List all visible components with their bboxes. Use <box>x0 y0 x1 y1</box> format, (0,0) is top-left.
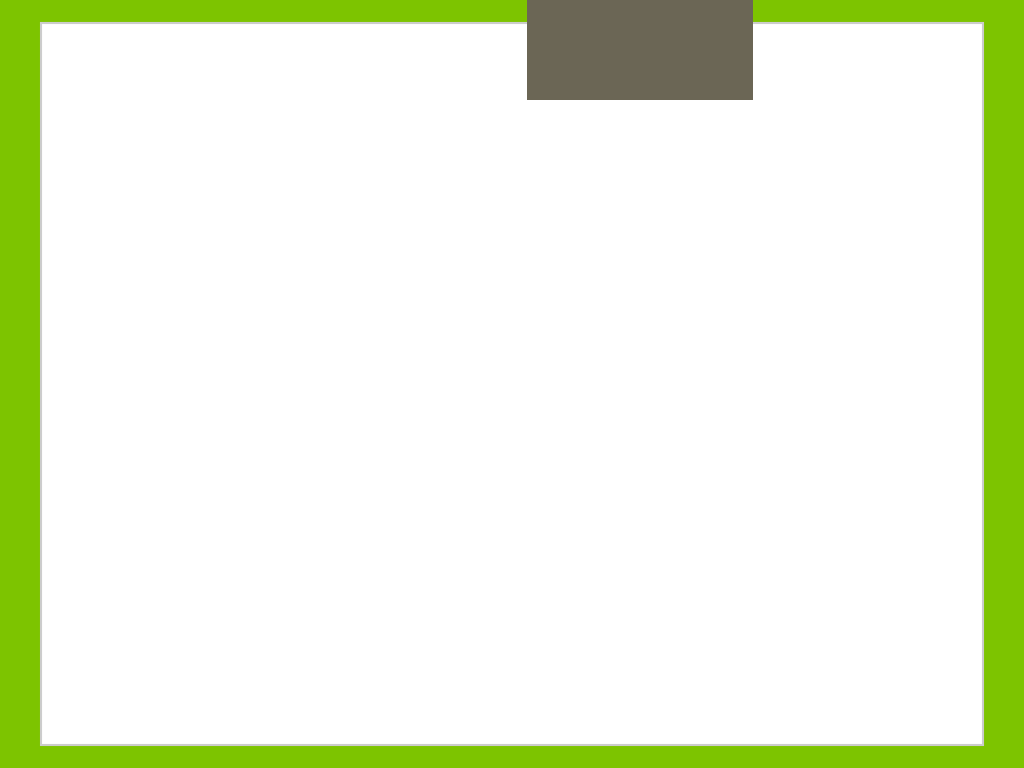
Polygon shape <box>621 515 629 521</box>
Polygon shape <box>681 362 687 367</box>
FancyArrowPatch shape <box>332 461 384 490</box>
Polygon shape <box>714 371 720 381</box>
Polygon shape <box>658 299 734 356</box>
Polygon shape <box>708 369 714 378</box>
FancyArrowPatch shape <box>453 333 488 373</box>
Polygon shape <box>721 372 726 383</box>
Polygon shape <box>694 366 700 372</box>
Polygon shape <box>522 274 569 336</box>
Text: COOH: COOH <box>633 550 696 570</box>
Text: N: N <box>536 452 559 476</box>
Polygon shape <box>624 499 629 505</box>
Polygon shape <box>620 523 629 529</box>
Text: O: O <box>276 485 296 508</box>
Text: ⊖: ⊖ <box>422 592 438 611</box>
Polygon shape <box>688 364 693 369</box>
FancyArrowPatch shape <box>479 468 508 545</box>
Polygon shape <box>622 507 629 513</box>
Text: Me: Me <box>740 370 769 389</box>
Text: SER: SER <box>222 556 268 580</box>
Text: O: O <box>406 572 425 595</box>
Polygon shape <box>668 359 674 362</box>
Polygon shape <box>627 475 628 481</box>
Polygon shape <box>618 531 629 537</box>
Text: S: S <box>578 248 593 270</box>
Text: S: S <box>608 236 624 258</box>
Polygon shape <box>626 483 628 489</box>
Polygon shape <box>675 361 681 364</box>
Text: H: H <box>498 523 518 546</box>
Polygon shape <box>354 270 398 336</box>
Polygon shape <box>625 491 629 497</box>
Polygon shape <box>700 367 707 375</box>
Text: R: R <box>347 238 364 260</box>
Text: Mechanism of β-Lactam Drugs: Mechanism of β-Lactam Drugs <box>62 45 798 91</box>
Text: Me: Me <box>740 294 769 313</box>
Polygon shape <box>662 358 668 359</box>
Text: The tetrahedral intermediate collapses, the amide bond
is broken, and the nitrog: The tetrahedral intermediate collapses, … <box>60 150 885 217</box>
